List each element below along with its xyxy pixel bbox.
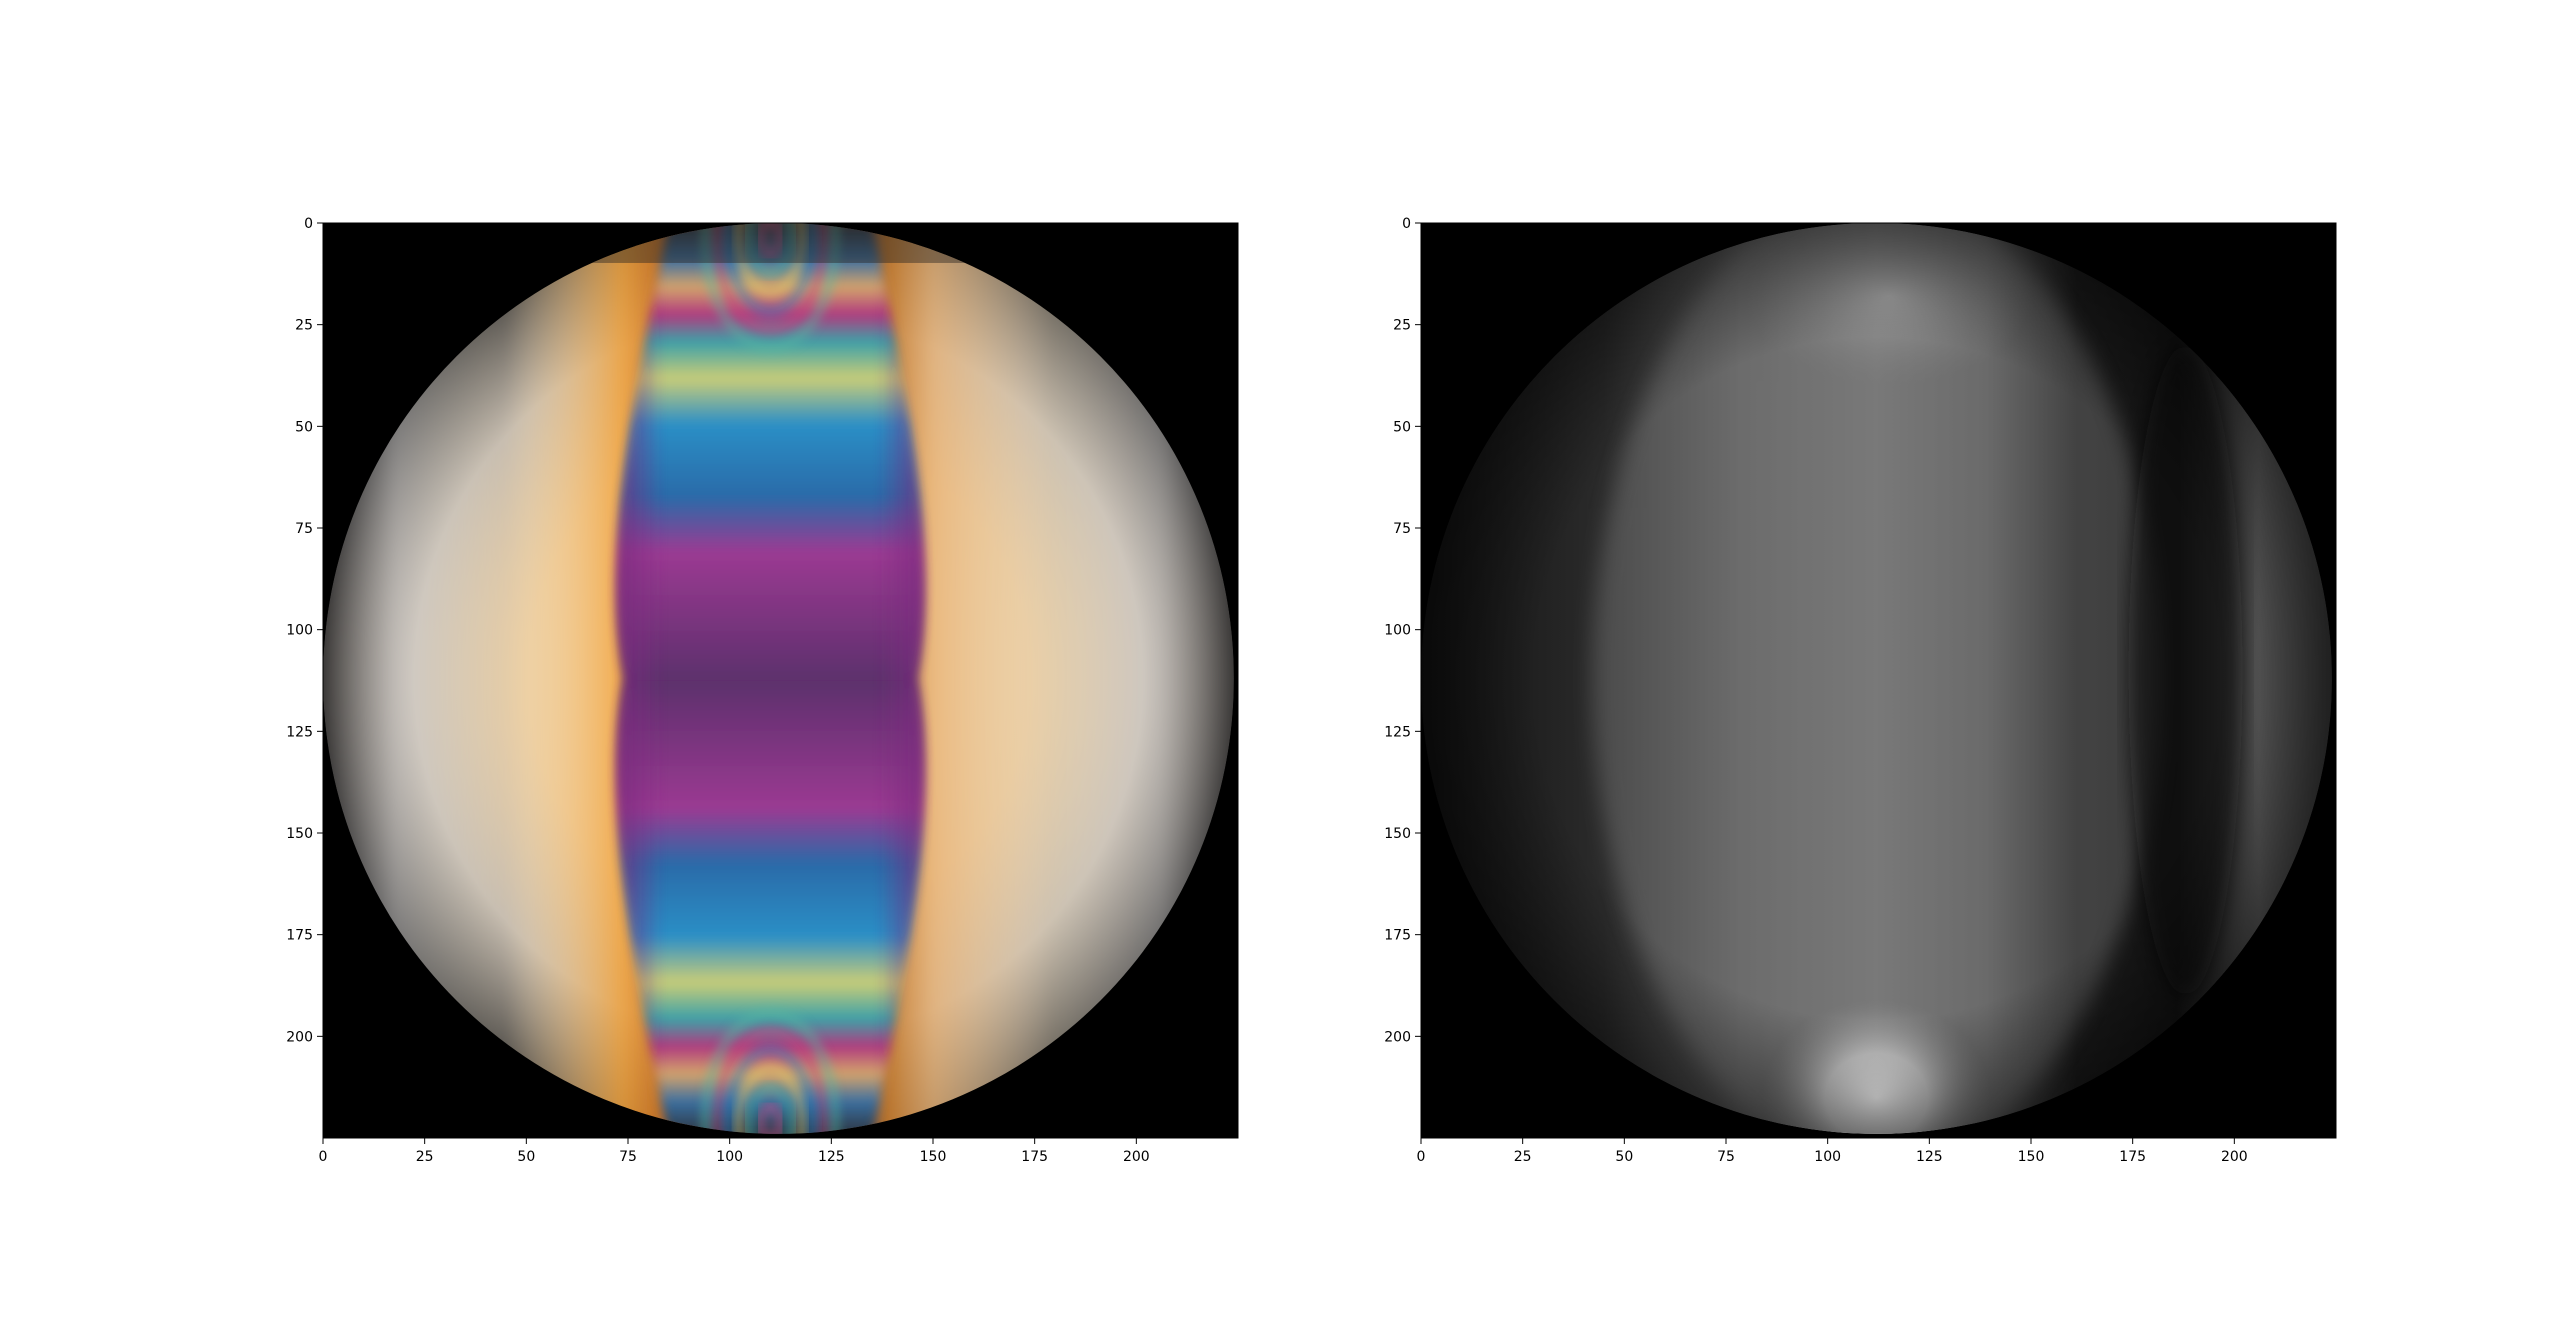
x-tick-label: 75	[619, 1149, 637, 1165]
y-tick-label: 150	[1384, 826, 1411, 842]
top-fringe-ring	[734, 223, 807, 297]
x-tick-label: 200	[2221, 1149, 2248, 1165]
y-tick-label: 0	[304, 216, 313, 232]
y-tick-label: 175	[1384, 928, 1411, 944]
image-disk	[1421, 223, 2332, 1134]
bottom-fringe-ring	[723, 1045, 818, 1134]
x-tick-label: 150	[920, 1149, 947, 1165]
x-tick-label: 0	[319, 1149, 328, 1165]
y-tick-label: 100	[1384, 623, 1411, 639]
bottom-fringe-ring	[756, 1102, 785, 1134]
y-tick-label: 125	[1384, 724, 1411, 740]
y-tick-label: 200	[1384, 1029, 1411, 1045]
panel-2: 0 25 50 75 100 125 150 175 200 0 25 50 75 100 125 150 17…	[1384, 216, 2337, 1165]
y-tick-label: 75	[1393, 521, 1411, 537]
top-fringe-ring	[701, 223, 840, 353]
x-tick-label: 100	[1814, 1149, 1841, 1165]
x-tick-label: 25	[416, 1149, 434, 1165]
image-disk	[323, 223, 1234, 1134]
y-tick-label: 175	[286, 928, 313, 944]
y-tick-label: 200	[286, 1029, 313, 1045]
x-tick-label: 125	[1916, 1149, 1943, 1165]
x-tick-label: 175	[2119, 1149, 2146, 1165]
x-tick-label: 175	[1021, 1149, 1048, 1165]
top-fringe-ring	[712, 223, 829, 334]
top-fringe-ring	[745, 223, 796, 278]
x-tick-label: 75	[1717, 1149, 1735, 1165]
bottom-fringe-ring	[734, 1064, 807, 1134]
y-tick-label: 25	[295, 318, 313, 334]
axes-frame	[1420, 222, 2337, 1139]
x-tick-label: 0	[1417, 1149, 1426, 1165]
x-tick-label: 125	[818, 1149, 845, 1165]
x-tick-label: 50	[517, 1149, 535, 1165]
y-tick-label: 50	[1393, 419, 1411, 435]
y-tick-label: 50	[295, 419, 313, 435]
x-tick-label: 25	[1514, 1149, 1532, 1165]
x-tick-label: 50	[1615, 1149, 1633, 1165]
y-tick-label: 25	[1393, 318, 1411, 334]
axes-frame	[322, 222, 1239, 1139]
bottom-fringe-ring	[745, 1083, 796, 1134]
x-tick-label: 200	[1123, 1149, 1150, 1165]
y-tick-label: 150	[286, 826, 313, 842]
y-tick-label: 125	[286, 724, 313, 740]
y-tick-label: 100	[286, 623, 313, 639]
bottom-fringe-ring	[701, 1008, 840, 1134]
y-tick-label: 75	[295, 521, 313, 537]
x-tick-label: 150	[2018, 1149, 2045, 1165]
disk-vignette	[1421, 223, 2332, 1134]
panel-1: 0 25 50 75 100 125 150 175 200 0 25 50 75 100 125 150 17…	[286, 216, 1239, 1165]
bottom-fringe-ring	[712, 1027, 829, 1134]
x-tick-label: 100	[716, 1149, 743, 1165]
y-tick-label: 0	[1402, 216, 1411, 232]
top-fringe-ring	[723, 223, 818, 316]
top-fringe-ring	[756, 223, 785, 259]
fringe-column-edge	[616, 223, 924, 1134]
